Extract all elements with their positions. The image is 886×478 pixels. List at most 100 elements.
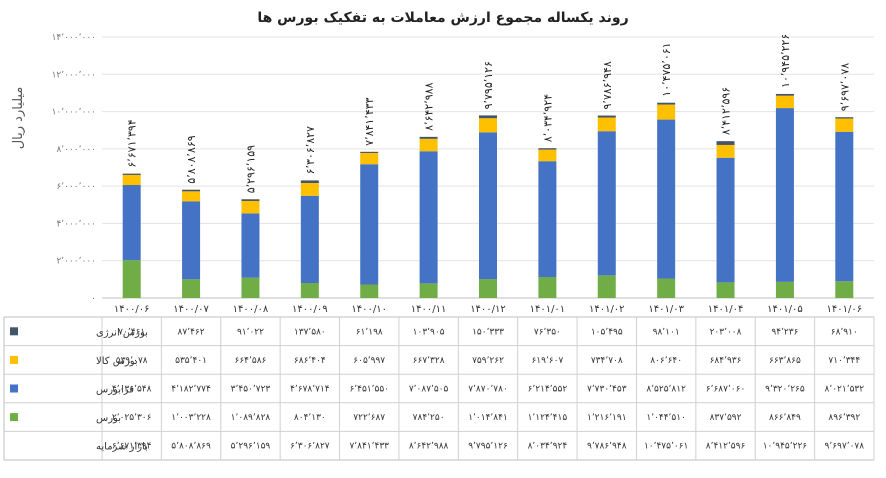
legend-swatch-energy: [10, 327, 18, 336]
table-cell: ۸۰۴٬۱۳۰: [294, 413, 326, 423]
table-cell: ۶٬۲۱۴٬۵۵۲: [528, 385, 568, 395]
table-cell: ۶۶۷٬۳۲۸: [413, 356, 445, 366]
table-cell: ۹٬۳۲۰٬۲۶۵: [765, 385, 805, 395]
table-cell: ۱٬۱۲۴٬۴۱۵: [528, 413, 568, 423]
bar-energy: [241, 199, 260, 201]
legend-swatch-bourse: [10, 413, 18, 422]
table-cell: ۸۶۶٬۸۴۹: [769, 413, 801, 423]
table-cell: ۹٬۷۹۵٬۱۲۶: [468, 442, 508, 452]
bar-bourse: [360, 284, 379, 298]
y-tick-label: ۲٬۰۰۰٬۰۰۰: [56, 257, 96, 267]
table-cell: ۱٬۰۱۴٬۸۴۱: [468, 413, 508, 423]
legend-label-bourse: بورس: [96, 413, 121, 424]
bar-total-label: ۶٬۶۷۱٬۳۹۴: [126, 119, 139, 167]
bar-energy: [300, 180, 319, 183]
bar-farabourse: [657, 119, 676, 279]
bar-farabourse: [597, 131, 616, 276]
bar-energy: [122, 173, 141, 175]
table-cell: ۶٬۴۵۱٬۵۵۰: [349, 385, 389, 395]
table-cell: ۷٬۸۷۰٬۷۸۰: [468, 385, 508, 395]
y-tick-label: ۴٬۰۰۰٬۰۰۰: [56, 219, 96, 229]
bar-farabourse: [300, 195, 319, 284]
x-tick-label: ۱۴۰۱/۰۲: [589, 304, 625, 315]
bar-total-label: ۸٬۶۴۲٬۹۸۸: [423, 82, 436, 130]
y-tick-label: ۱۰٬۰۰۰٬۰۰۰: [52, 108, 96, 118]
table-cell: ۸٬۵۲۵٬۸۱۲: [646, 385, 686, 395]
bar-total-label: ۹٬۶۹۷٬۰۷۸: [838, 63, 851, 111]
y-tick-label: ۶٬۰۰۰٬۰۰۰: [56, 182, 96, 192]
bar-commodity: [775, 95, 794, 109]
bar-bourse: [300, 283, 319, 298]
x-tick-label: ۱۴۰۰/۰۶: [114, 304, 150, 315]
bar-energy: [835, 117, 854, 119]
table-cell: ۱٬۲۱۶٬۱۹۱: [587, 413, 627, 423]
table-cell: ۱٬۰۴۴٬۵۱۰: [646, 413, 686, 423]
bar-total-label: ۹٬۷۸۶٬۹۴۸: [601, 61, 614, 109]
table-cell: ۷٬۸۴۱٬۴۳۳: [349, 442, 389, 452]
table-cell: ۷٬۰۸۷٬۵۰۵: [409, 385, 449, 395]
x-tick-label: ۱۴۰۰/۱۰: [351, 304, 387, 315]
table-cell: ۳٬۴۵۰٬۷۲۳: [231, 385, 271, 395]
legend-label-energy: بورس انرژی: [96, 327, 148, 338]
table-cell: ۷۱۰٬۳۴۴: [828, 356, 860, 366]
bar-total-label: ۹٬۷۹۵٬۱۲۶: [482, 61, 495, 109]
bar-energy: [419, 136, 438, 139]
bar-bourse: [182, 279, 201, 298]
bar-farabourse: [122, 184, 141, 261]
table-cell: ۸۷٬۴۶۲: [178, 327, 205, 337]
x-tick-label: ۱۴۰۰/۱۲: [470, 304, 506, 315]
x-tick-label: ۱۴۰۱/۰۵: [767, 304, 803, 315]
bar-farabourse: [360, 164, 379, 285]
y-axis-label: میلیارد ریال: [11, 87, 26, 150]
bar-bourse: [597, 275, 616, 298]
table-cell: ۸٬۴۱۲٬۵۹۶: [706, 442, 746, 452]
bar-total-label: ۶٬۳۰۶٬۸۲۷: [304, 126, 317, 174]
table-cell: ۸٬۰۳۴٬۹۲۴: [528, 442, 568, 452]
bar-bourse: [716, 282, 735, 298]
bar-total-label: ۵٬۲۹۶٬۱۵۹: [244, 145, 257, 193]
bars-group: ۶٬۶۷۱٬۳۹۴ ۱۴۰۰/۰۶ ۵٬۸۰۸٬۸۶۹ ۱۴۰۰/۰۷ ۵٬۲۹۶٬۱۵…: [114, 34, 862, 315]
legend-label-farabourse: فرابورس: [96, 385, 134, 396]
table-cell: ۶۱۹٬۶۰۷: [531, 356, 563, 366]
bar-energy: [657, 102, 676, 105]
table-cell: ۱٬۰۸۹٬۸۲۸: [231, 413, 271, 423]
bar-commodity: [241, 200, 260, 214]
bar-total-label: ۷٬۸۴۱٬۴۳۳: [363, 97, 376, 145]
x-tick-label: ۱۴۰۰/۰۷: [173, 304, 209, 315]
bar-farabourse: [835, 131, 854, 282]
table-cell: ۶۶۳٬۸۶۵: [769, 356, 801, 366]
bar-commodity: [419, 138, 438, 152]
bar-bourse: [241, 277, 260, 298]
bar-farabourse: [419, 151, 438, 284]
table-cell: ۷۲۲٬۶۸۷: [353, 413, 385, 423]
table-cell: ۸۹۶٬۳۹۲: [828, 413, 860, 423]
table-cell: ۷۰٬۴۶۱: [118, 327, 145, 337]
bar-commodity: [597, 117, 616, 132]
x-tick-label: ۱۴۰۱/۰۴: [708, 304, 744, 315]
table-cell: ۹۸٬۱۰۱: [653, 327, 680, 337]
bar-farabourse: [775, 108, 794, 282]
table-cell: ۵٬۸۰۸٬۸۶۹: [171, 442, 211, 452]
chart-title: روند یکساله مجموع ارزش معاملات به تفکیک …: [257, 10, 628, 26]
y-tick-label: ۱۲٬۰۰۰٬۰۰۰: [52, 70, 96, 80]
bar-commodity: [182, 191, 201, 202]
bar-commodity: [479, 118, 497, 133]
bar-energy: [775, 93, 794, 96]
bar-commodity: [300, 182, 319, 196]
table-cell: ۷۶٬۳۵۰: [534, 327, 561, 337]
x-tick-label: ۱۴۰۰/۰۸: [233, 304, 269, 315]
table-cell: ۶۰۵٬۹۹۷: [353, 356, 385, 366]
table-cell: ۷۳۴٬۷۰۸: [591, 356, 623, 366]
table-cell: ۱۳۷٬۵۸۰: [294, 327, 326, 337]
table-cell: ۵۳۵٬۴۰۱: [175, 356, 207, 366]
table-cell: ۶٬۳۰۶٬۸۲۷: [290, 442, 330, 452]
table-cell: ۵٬۲۹۶٬۱۵۹: [231, 442, 271, 452]
bar-energy: [716, 141, 735, 145]
bar-commodity: [360, 152, 379, 165]
table-cell: ۶٬۶۸۷٬۰۶۰: [706, 385, 746, 395]
legend-label-commodity: بورس کالا: [96, 356, 138, 367]
table-cell: ۱٬۰۰۳٬۲۲۸: [171, 413, 211, 423]
